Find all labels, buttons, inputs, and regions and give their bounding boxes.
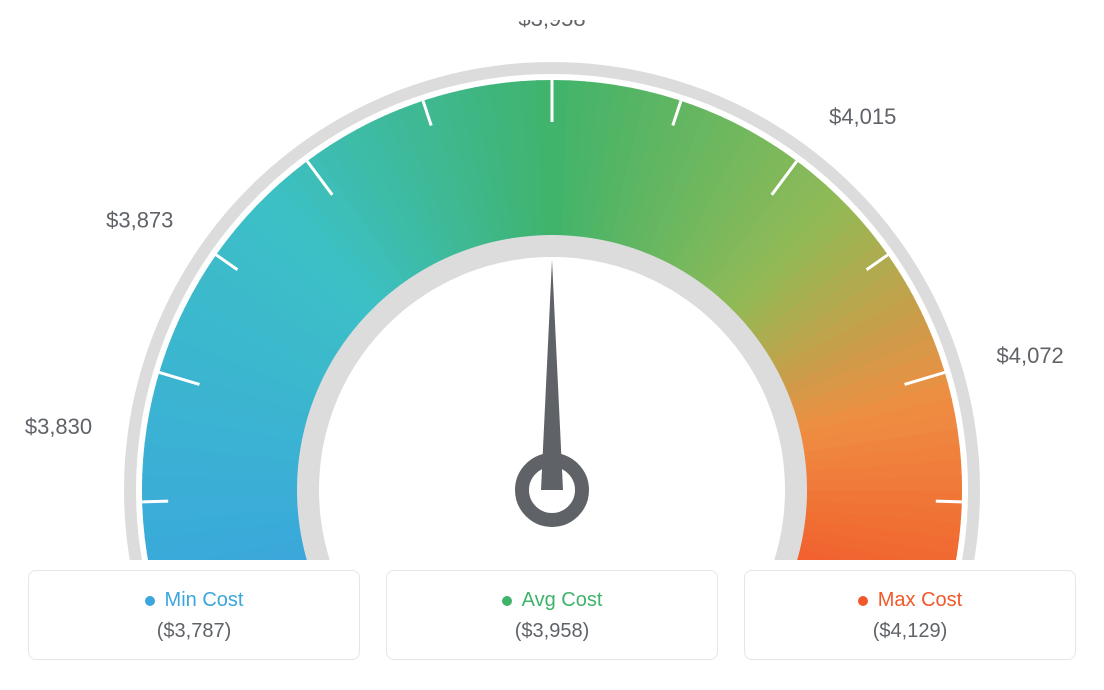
svg-text:$3,830: $3,830 xyxy=(25,414,92,439)
svg-text:$3,873: $3,873 xyxy=(106,208,173,233)
legend: Min Cost ($3,787) Avg Cost ($3,958) Max … xyxy=(20,570,1084,660)
legend-label: Min Cost xyxy=(165,589,244,612)
legend-card-max: Max Cost ($4,129) xyxy=(744,570,1076,660)
legend-value: ($4,129) xyxy=(755,620,1065,643)
legend-value: ($3,787) xyxy=(39,620,349,643)
svg-text:$4,072: $4,072 xyxy=(997,343,1064,368)
legend-label: Avg Cost xyxy=(522,589,603,612)
svg-text:$3,958: $3,958 xyxy=(518,20,585,31)
legend-card-min: Min Cost ($3,787) xyxy=(28,570,360,660)
dot-icon xyxy=(502,596,512,606)
dot-icon xyxy=(858,596,868,606)
legend-label: Max Cost xyxy=(878,589,962,612)
legend-value: ($3,958) xyxy=(397,620,707,643)
legend-card-avg: Avg Cost ($3,958) xyxy=(386,570,718,660)
dot-icon xyxy=(145,596,155,606)
cost-gauge: $3,787$3,830$3,873$3,958$4,015$4,072$4,1… xyxy=(20,20,1084,560)
svg-text:$4,015: $4,015 xyxy=(829,104,896,129)
